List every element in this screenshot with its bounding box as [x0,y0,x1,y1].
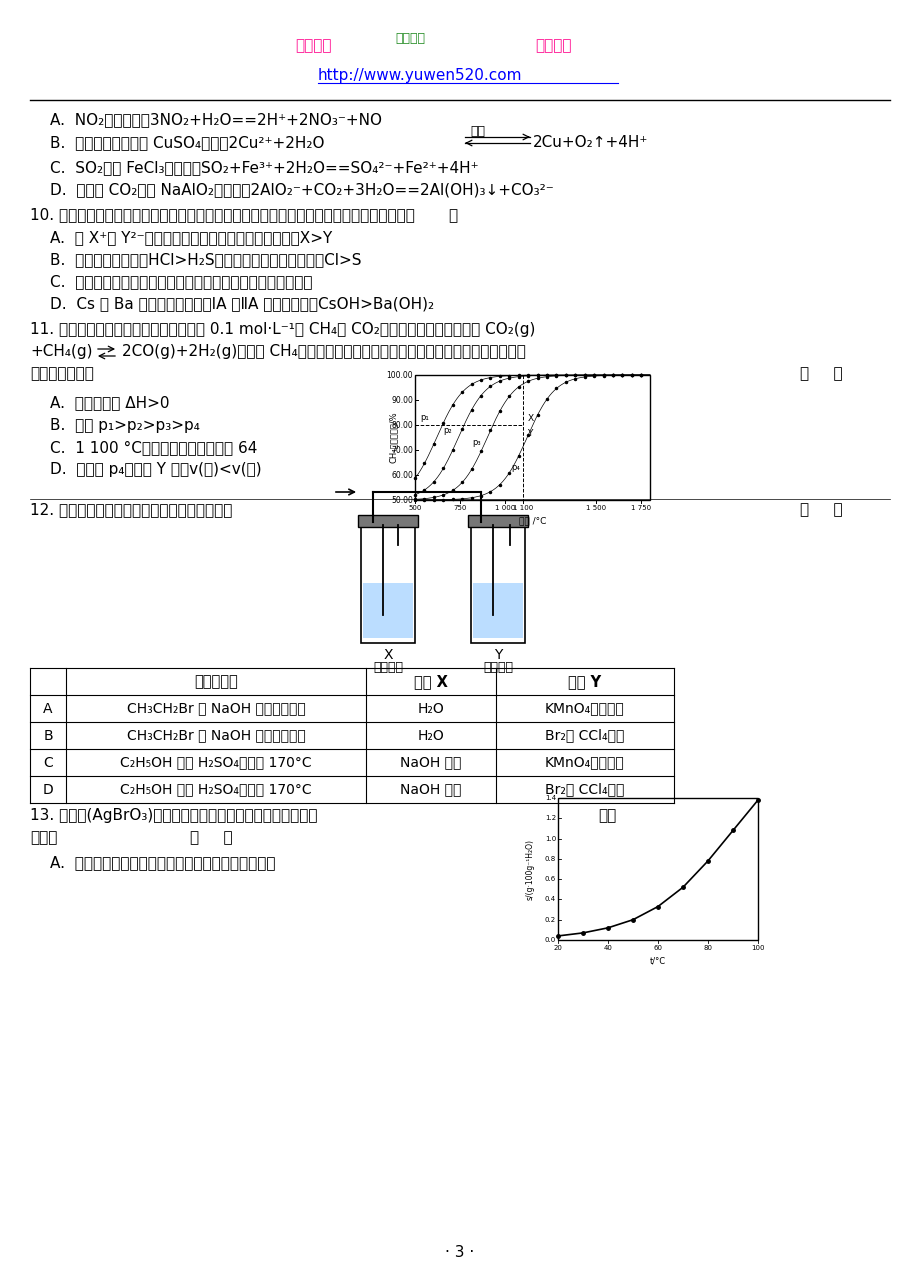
Text: D.  过量的 CO₂通入 NaAlO₂溶液中：2AlO₂⁻+CO₂+3H₂O==2Al(OH)₃↓+CO₃²⁻: D. 过量的 CO₂通入 NaAlO₂溶液中：2AlO₂⁻+CO₂+3H₂O==… [50,182,553,197]
Text: 该资料由: 该资料由 [295,38,331,54]
Text: s/(g·100g⁻¹H₂O): s/(g·100g⁻¹H₂O) [525,838,534,899]
Text: 100.00: 100.00 [386,371,413,380]
Text: 0.0: 0.0 [544,936,555,943]
Text: 90.00: 90.00 [391,395,413,405]
Text: 2CO(g)+2H₂(g)，测得 CH₄的平衡转化率与温度及压强的关系如图所示，下列有关说: 2CO(g)+2H₂(g)，测得 CH₄的平衡转化率与温度及压强的关系如图所示，… [122,344,526,359]
Text: p₂: p₂ [442,426,451,434]
Text: B.  由水溶液的酸性：HCl>H₂S，可推断元素的非金属性：Cl>S: B. 由水溶液的酸性：HCl>H₂S，可推断元素的非金属性：Cl>S [50,252,361,268]
Text: CH₃CH₂Br 与 NaOH 乙醇溶液共热: CH₃CH₂Br 与 NaOH 乙醇溶液共热 [127,702,305,716]
Text: 1 500: 1 500 [585,505,606,511]
Text: 60: 60 [652,945,662,950]
Text: p₄: p₄ [511,462,520,471]
Text: 0.6: 0.6 [544,877,555,882]
Text: 70.00: 70.00 [391,446,413,455]
Text: 1 000: 1 000 [494,505,515,511]
Text: NaOH 溶液: NaOH 溶液 [400,755,461,769]
Text: NaOH 溶液: NaOH 溶液 [400,782,461,796]
Text: http://www.yuwen520.com: http://www.yuwen520.com [318,68,522,83]
Text: 语文公社: 语文公社 [394,32,425,45]
Text: 12. 用如图所示装置检验乙烯时不需要除杂的是: 12. 用如图所示装置检验乙烯时不需要除杂的是 [30,502,233,517]
Text: Br₂的 CCl₄溶液: Br₂的 CCl₄溶液 [545,782,624,796]
Text: 0.8: 0.8 [544,856,555,861]
Text: Y: Y [494,648,502,662]
Text: 20: 20 [553,945,562,950]
Bar [471,525,525,643]
Text: 11. 在密闭容器中通入物质的量浓度均为 0.1 mol·L⁻¹的 CH₄与 CO₂，在一定条件下发生反应 CO₂(g): 11. 在密闭容器中通入物质的量浓度均为 0.1 mol·L⁻¹的 CH₄与 C… [30,322,535,338]
Text: （     ）: （ ） [800,366,842,381]
Text: 除杂装置: 除杂装置 [372,661,403,674]
Bar [360,525,414,643]
Bar [472,583,522,638]
Text: C₂H₅OH 与濃 H₂SO₄加热至 170°C: C₂H₅OH 与濃 H₂SO₄加热至 170°C [120,755,312,769]
Text: 13. 渴酸銀(AgBrO₃)溶解度随温度变化曲线如图所示，下列说: 13. 渴酸銀(AgBrO₃)溶解度随温度变化曲线如图所示，下列说 [30,808,317,823]
Text: 10. 元素周期表和元素周期律可以指导人们进行规律性的推测和判断。下列说法不合理的是（       ）: 10. 元素周期表和元素周期律可以指导人们进行规律性的推测和判断。下列说法不合理… [30,206,458,222]
Text: X: X [383,648,392,662]
Text: C: C [43,755,52,769]
Text: （     ）: （ ） [800,502,842,517]
Text: B.  压强 p₁>p₂>p₃>p₄: B. 压强 p₁>p₂>p₃>p₄ [50,418,199,433]
Text: 1.4: 1.4 [544,795,555,801]
Text: H₂O: H₂O [417,702,444,716]
Text: 0.4: 0.4 [544,897,555,902]
Text: 友情提供: 友情提供 [535,38,571,54]
Text: 检验装置: 检验装置 [482,661,513,674]
Text: CH₃CH₂Br 与 NaOH 乙醇溶液共热: CH₃CH₂Br 与 NaOH 乙醇溶液共热 [127,729,305,743]
Text: Y: Y [527,429,532,438]
Text: p₃: p₃ [471,438,480,447]
Text: 40: 40 [603,945,612,950]
Text: 温度 /°C: 温度 /°C [518,516,546,525]
Text: D.  压强为 p₄时，在 Y 点：v(正)<v(逆): D. 压强为 p₄时，在 Y 点：v(正)<v(逆) [50,462,261,476]
Text: 1.0: 1.0 [544,836,555,842]
Text: A: A [43,702,52,716]
Text: C.  SO₂通入 FeCl₃溶液中：SO₂+Fe³⁺+2H₂O==SO₄²⁻+Fe²⁺+4H⁺: C. SO₂通入 FeCl₃溶液中：SO₂+Fe³⁺+2H₂O==SO₄²⁻+F… [50,161,478,175]
Text: D.  Cs 和 Ba 分别位于第六周期ⅠA 和ⅡA 族，则碱性：CsOH>Ba(OH)₂: D. Cs 和 Ba 分别位于第六周期ⅠA 和ⅡA 族，则碱性：CsOH>Ba(… [50,296,434,311]
Text: p₁: p₁ [420,413,429,422]
Text: A.  NO₂通入水中：3NO₂+H₂O==2H⁺+2NO₃⁻+NO: A. NO₂通入水中：3NO₂+H₂O==2H⁺+2NO₃⁻+NO [50,112,381,127]
Bar [363,583,413,638]
Text: 法错: 法错 [597,808,616,823]
Text: 试剂 X: 试剂 X [414,674,448,689]
Text: CH₄平衡转化率/%: CH₄平衡转化率/% [388,412,397,464]
Text: C.  1 100 °C时该反应的平衡常数为 64: C. 1 100 °C时该反应的平衡常数为 64 [50,440,257,455]
Text: 60.00: 60.00 [391,470,413,479]
Text: H₂O: H₂O [417,729,444,743]
Text: · 3 ·: · 3 · [445,1245,474,1260]
Text: 乙烯的制备: 乙烯的制备 [194,674,238,689]
Text: Br₂的 CCl₄溶液: Br₂的 CCl₄溶液 [545,729,624,743]
Text: 误的是: 误的是 [30,829,57,845]
Text: D: D [42,782,53,796]
Text: 50.00: 50.00 [391,496,413,505]
Text: A.  上述反应的 ΔH>0: A. 上述反应的 ΔH>0 [50,395,169,410]
Text: C.  硅、锂都位于金属与非金属的交界处，都可以作半导体材料: C. 硅、锂都位于金属与非金属的交界处，都可以作半导体材料 [50,274,312,289]
Text: KMnO₄酸性溶液: KMnO₄酸性溶液 [545,702,624,716]
Text: 1 750: 1 750 [630,505,651,511]
Text: 通电: 通电 [470,125,484,138]
Text: （     ）: （ ） [190,829,233,845]
Text: KMnO₄酸性溶液: KMnO₄酸性溶液 [545,755,624,769]
Text: +CH₄(g): +CH₄(g) [30,344,93,359]
Text: A.  若渴酸銀中含有少量确酸销，可用重结晶方法提纯: A. 若渴酸銀中含有少量确酸销，可用重结晶方法提纯 [50,855,275,870]
Text: 80.00: 80.00 [391,420,413,429]
Text: 80: 80 [703,945,711,950]
Text: 750: 750 [453,505,466,511]
Text: B: B [43,729,52,743]
Text: 试剂 Y: 试剂 Y [568,674,601,689]
Text: B.  用两个铜电极电解 CuSO₄溶液：2Cu²⁺+2H₂O: B. 用两个铜电极电解 CuSO₄溶液：2Cu²⁺+2H₂O [50,135,324,150]
Text: X: X [527,414,533,423]
Text: 1 100: 1 100 [513,505,533,511]
Text: 500: 500 [408,505,421,511]
Text: A.  若 X⁺和 Y²⁻的核外电子层结构相同，则原子序数：X>Y: A. 若 X⁺和 Y²⁻的核外电子层结构相同，则原子序数：X>Y [50,231,332,245]
Bar [558,798,757,940]
Text: 0.2: 0.2 [544,917,555,922]
Text: C₂H₅OH 与濃 H₂SO₄加热至 170°C: C₂H₅OH 与濃 H₂SO₄加热至 170°C [120,782,312,796]
Bar [357,515,417,527]
Text: 1.2: 1.2 [544,815,555,822]
Text: t/°C: t/°C [649,956,665,964]
Text: 100: 100 [751,945,764,950]
Bar [414,375,650,499]
Text: 2Cu+O₂↑+4H⁺: 2Cu+O₂↑+4H⁺ [532,135,648,150]
Text: 法一定正确的是: 法一定正确的是 [30,366,94,381]
Bar [468,515,528,527]
